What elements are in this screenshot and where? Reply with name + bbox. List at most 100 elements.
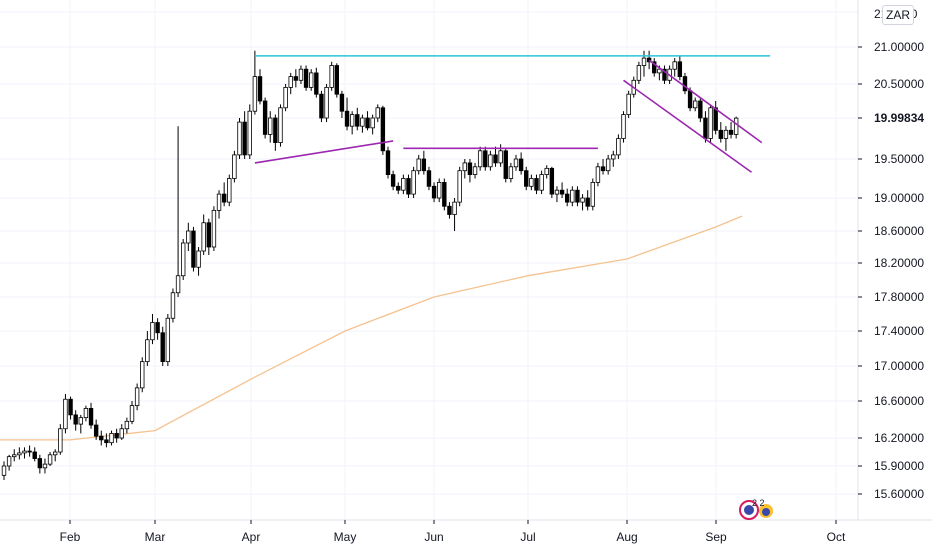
candle-body: [580, 197, 585, 203]
candle: [508, 162, 514, 183]
candle: [42, 458, 48, 474]
candle: [93, 419, 99, 440]
candle-body: [206, 222, 211, 248]
candle: [140, 357, 145, 393]
x-tick-label: Jun: [424, 530, 443, 544]
candle: [247, 104, 252, 159]
candle: [385, 146, 391, 179]
candle-body: [452, 201, 457, 215]
candle-body: [518, 158, 524, 172]
annotation-line-4[interactable]: [623, 79, 752, 173]
candle-body: [104, 439, 109, 444]
candle-body: [262, 100, 268, 135]
candle: [32, 447, 37, 462]
candle-body: [273, 117, 278, 144]
candle-body: [498, 150, 503, 164]
candle: [160, 326, 165, 366]
candle-body: [160, 332, 165, 363]
candle: [365, 111, 370, 131]
candle-body: [237, 121, 242, 156]
candle: [150, 314, 155, 345]
candle-body: [380, 107, 386, 152]
y-tick-label: 18.20000: [874, 256, 924, 270]
annotation-line-3[interactable]: [648, 59, 763, 144]
candle: [544, 165, 549, 179]
candle: [672, 58, 677, 77]
candle-body: [129, 405, 135, 422]
candle-body: [114, 432, 119, 439]
candle-body: [303, 68, 309, 88]
candle-body: [590, 181, 595, 207]
candle: [201, 214, 206, 255]
candlestick-series: [1, 50, 739, 480]
time-axis[interactable]: Feb Mar Apr May Jun Jul Aug Sep Oct: [60, 520, 846, 544]
candle-body: [682, 76, 688, 92]
candle-body: [145, 339, 150, 363]
candle: [6, 454, 12, 471]
candle: [119, 424, 124, 440]
candle: [590, 178, 595, 211]
candle: [401, 174, 406, 195]
y-tick-label: 20.50000: [874, 77, 924, 91]
candle: [457, 166, 462, 207]
candle: [375, 104, 380, 123]
candle-body: [140, 361, 145, 389]
annotation-line-1[interactable]: [254, 140, 394, 164]
candle-body: [447, 205, 452, 215]
candle-body: [585, 197, 590, 207]
candle-body: [32, 451, 37, 459]
candle: [339, 90, 345, 118]
candle-body: [27, 450, 32, 453]
candle-body: [324, 87, 329, 119]
candle-body: [652, 61, 657, 74]
candle: [483, 146, 488, 171]
candle-body: [442, 181, 447, 207]
candle: [344, 97, 350, 131]
candle: [636, 61, 642, 84]
candle: [308, 69, 314, 91]
x-tick-label: Jul: [520, 530, 535, 544]
candle: [396, 182, 401, 195]
candle-body: [657, 68, 662, 74]
candle: [728, 122, 734, 139]
candle: [63, 394, 68, 434]
candle: [88, 402, 94, 429]
x-tick-label: May: [334, 530, 357, 544]
candle: [109, 430, 114, 446]
candle-body: [406, 178, 411, 195]
candle: [12, 449, 17, 462]
candle: [47, 452, 53, 466]
candle-body: [211, 209, 217, 248]
candle-body: [708, 107, 713, 139]
y-tick-label: 17.80000: [874, 290, 924, 304]
candle: [421, 150, 427, 175]
candle: [99, 430, 104, 446]
candle-body: [78, 417, 83, 425]
candle-body: [728, 129, 734, 135]
candle-body: [150, 322, 155, 341]
candle-body: [365, 117, 370, 129]
candle: [1, 461, 7, 480]
candle: [477, 146, 483, 171]
candle: [529, 174, 534, 191]
candle: [216, 190, 222, 219]
candle: [242, 111, 247, 159]
candle: [334, 63, 339, 98]
candle: [549, 166, 555, 198]
price-axis[interactable]: 15.60000 15.90000 16.20000 16.60000 17.00000…: [858, 40, 924, 501]
candle: [196, 247, 201, 276]
candle: [426, 166, 432, 191]
x-tick-label: Apr: [242, 530, 261, 544]
candle-body: [723, 129, 729, 139]
y-tick-label: 19.99834: [874, 111, 924, 125]
candle: [380, 105, 386, 155]
candle: [646, 50, 652, 70]
currency-badge[interactable]: ZAR: [882, 5, 914, 25]
y-tick-label: 18.60000: [874, 224, 924, 238]
candle-body: [513, 158, 519, 168]
candle: [252, 50, 258, 115]
x-tick-label: Sep: [705, 530, 727, 544]
candle: [293, 69, 299, 88]
